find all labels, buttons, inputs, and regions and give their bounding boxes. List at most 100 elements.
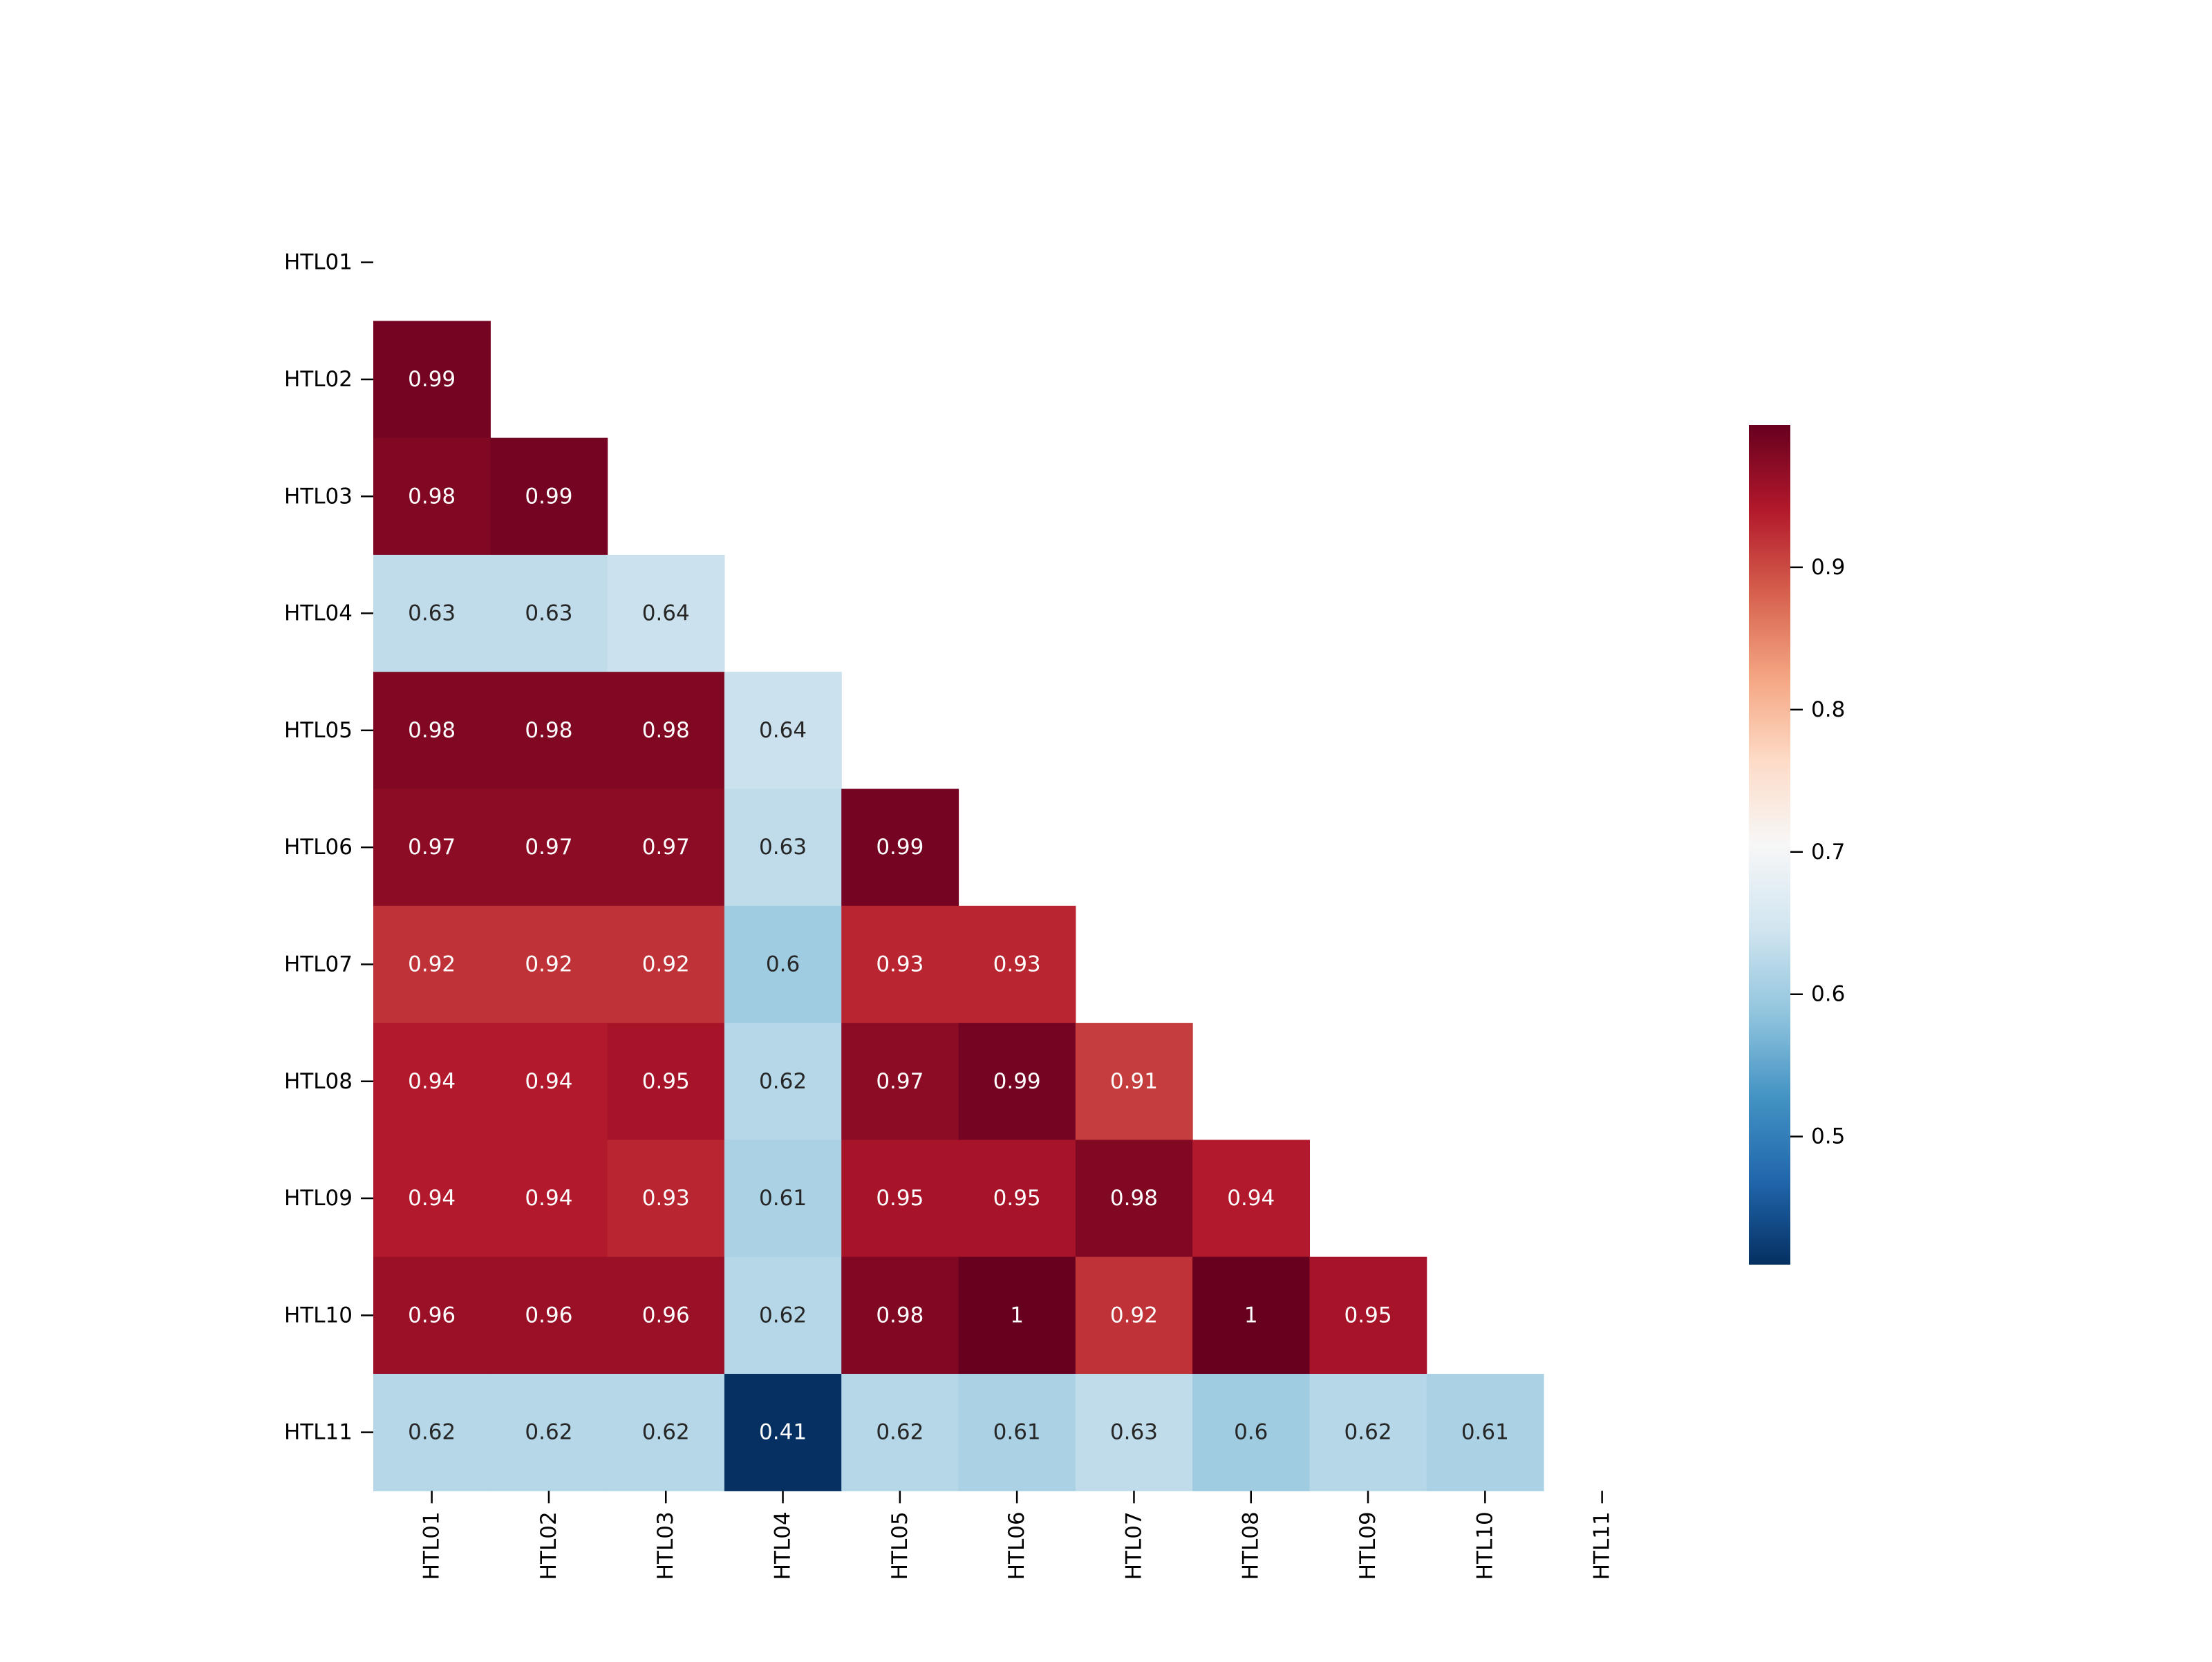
heatmap-cells (373, 321, 1544, 1491)
heatmap-cell-HTL11-HTL05 (841, 1374, 959, 1491)
heatmap-cell-HTL07-HTL04 (724, 905, 842, 1023)
heatmap-cell-HTL08-HTL02 (490, 1023, 608, 1140)
cell-annotation: 0.93 (993, 952, 1041, 976)
heatmap-cell-HTL09-HTL03 (607, 1140, 725, 1258)
x-tick-label: HTL09 (1356, 1511, 1380, 1580)
y-tick-label: HTL01 (284, 250, 353, 275)
cell-annotation: 0.92 (1110, 1303, 1158, 1328)
heatmap-cell-HTL08-HTL05 (841, 1023, 959, 1140)
heatmap-cell-HTL04-HTL03 (607, 554, 725, 672)
cell-annotation: 0.99 (876, 835, 924, 860)
heatmap-cell-HTL11-HTL08 (1192, 1374, 1310, 1491)
cell-annotation: 0.63 (1110, 1420, 1158, 1445)
cell-annotation: 0.62 (759, 1069, 807, 1094)
heatmap-cell-HTL09-HTL06 (958, 1140, 1076, 1258)
cell-annotation: 0.64 (759, 718, 807, 743)
heatmap-cell-HTL10-HTL03 (607, 1256, 725, 1375)
cell-annotation: 0.62 (642, 1420, 690, 1445)
cell-annotation: 0.97 (525, 835, 572, 860)
heatmap-cell-HTL10-HTL04 (724, 1256, 842, 1375)
heatmap-cell-HTL06-HTL01 (373, 788, 491, 907)
heatmap-cell-HTL11-HTL02 (490, 1374, 608, 1491)
heatmap-cell-HTL10-HTL07 (1075, 1256, 1193, 1375)
cell-annotation: 0.62 (759, 1303, 807, 1328)
cell-annotation: 0.94 (408, 1069, 456, 1094)
x-tick-label: HTL10 (1472, 1511, 1497, 1580)
y-tick-label: HTL04 (284, 601, 353, 626)
heatmap-cell-HTL09-HTL07 (1075, 1140, 1193, 1258)
heatmap-cell-HTL11-HTL09 (1309, 1374, 1427, 1491)
x-tick-label: HTL06 (1004, 1511, 1029, 1580)
x-tick-label: HTL03 (653, 1511, 678, 1580)
cell-annotation: 0.95 (642, 1069, 690, 1094)
cell-annotation: 0.93 (642, 1186, 690, 1211)
y-tick-label: HTL11 (284, 1420, 353, 1445)
x-tick-label: HTL07 (1121, 1511, 1146, 1580)
y-tick-label: HTL02 (284, 367, 353, 392)
cell-annotation: 0.93 (876, 952, 924, 976)
heatmap-cell-HTL08-HTL06 (958, 1023, 1076, 1140)
cell-annotation: 0.94 (1227, 1186, 1275, 1211)
heatmap-cell-HTL03-HTL01 (373, 437, 491, 556)
heatmap-cell-HTL07-HTL03 (607, 905, 725, 1023)
cell-annotation: 0.62 (408, 1420, 456, 1445)
heatmap-cell-HTL07-HTL05 (841, 905, 959, 1023)
heatmap-cell-HTL10-HTL08 (1192, 1256, 1310, 1375)
x-tick-label: HTL02 (536, 1511, 561, 1580)
heatmap-cell-HTL06-HTL03 (607, 788, 725, 907)
cell-annotation: 0.98 (1110, 1186, 1158, 1211)
heatmap-cell-HTL09-HTL01 (373, 1140, 491, 1258)
heatmap-cell-HTL05-HTL03 (607, 672, 725, 790)
heatmap-cell-HTL09-HTL04 (724, 1140, 842, 1258)
colorbar-tick-label: 0.8 (1811, 697, 1845, 722)
heatmap-cell-HTL07-HTL02 (490, 905, 608, 1023)
heatmap-cell-HTL05-HTL04 (724, 672, 842, 790)
cell-annotation: 0.97 (876, 1069, 924, 1094)
cell-annotation: 0.61 (1461, 1420, 1509, 1445)
heatmap-cell-HTL05-HTL01 (373, 672, 491, 790)
heatmap-cell-HTL07-HTL06 (958, 905, 1076, 1023)
colorbar-tick-label: 0.5 (1811, 1124, 1845, 1149)
cell-annotation: 0.95 (993, 1186, 1041, 1211)
cell-annotation: 0.64 (642, 601, 690, 626)
heatmap-cell-HTL09-HTL08 (1192, 1140, 1310, 1258)
cell-annotation: 0.96 (525, 1303, 572, 1328)
heatmap-cell-HTL08-HTL01 (373, 1023, 491, 1140)
cell-annotation: 0.98 (642, 718, 690, 743)
heatmap-cell-HTL10-HTL02 (490, 1256, 608, 1375)
cell-annotation: 0.92 (525, 952, 572, 976)
cell-annotation: 0.63 (408, 601, 456, 626)
y-tick-label: HTL10 (284, 1303, 353, 1328)
cell-annotation: 0.92 (408, 952, 456, 976)
heatmap-cell-HTL10-HTL09 (1309, 1256, 1427, 1375)
cell-annotation: 0.63 (525, 601, 572, 626)
heatmap-cell-HTL02-HTL01 (373, 321, 491, 439)
x-tick-label: HTL05 (888, 1511, 912, 1580)
cell-annotation: 0.6 (766, 952, 800, 976)
cell-annotation: 1 (1010, 1303, 1024, 1328)
cell-annotation: 1 (1244, 1303, 1258, 1328)
heatmap-cell-HTL11-HTL06 (958, 1374, 1076, 1491)
cell-annotation: 0.95 (1344, 1303, 1392, 1328)
colorbar-gradient (1749, 425, 1790, 1265)
heatmap-cell-HTL08-HTL07 (1075, 1023, 1193, 1140)
cell-annotation: 0.95 (876, 1186, 924, 1211)
heatmap-cell-HTL04-HTL02 (490, 554, 608, 672)
colorbar-tick-label: 0.7 (1811, 840, 1845, 865)
y-tick-label: HTL09 (284, 1186, 353, 1211)
heatmap-cell-HTL06-HTL02 (490, 788, 608, 907)
heatmap-cell-HTL05-HTL02 (490, 672, 608, 790)
cell-annotation: 0.99 (408, 367, 456, 392)
cell-annotation: 0.91 (1110, 1069, 1158, 1094)
heatmap-cell-HTL11-HTL07 (1075, 1374, 1193, 1491)
cell-annotation: 0.62 (876, 1420, 924, 1445)
heatmap-cell-HTL11-HTL03 (607, 1374, 725, 1491)
cell-annotation: 0.41 (759, 1420, 807, 1445)
heatmap-cell-HTL08-HTL04 (724, 1023, 842, 1140)
cell-annotation: 0.62 (525, 1420, 572, 1445)
cell-annotation: 0.98 (408, 484, 456, 509)
cell-annotation: 0.61 (993, 1420, 1041, 1445)
heatmap-cell-HTL11-HTL10 (1426, 1374, 1544, 1491)
